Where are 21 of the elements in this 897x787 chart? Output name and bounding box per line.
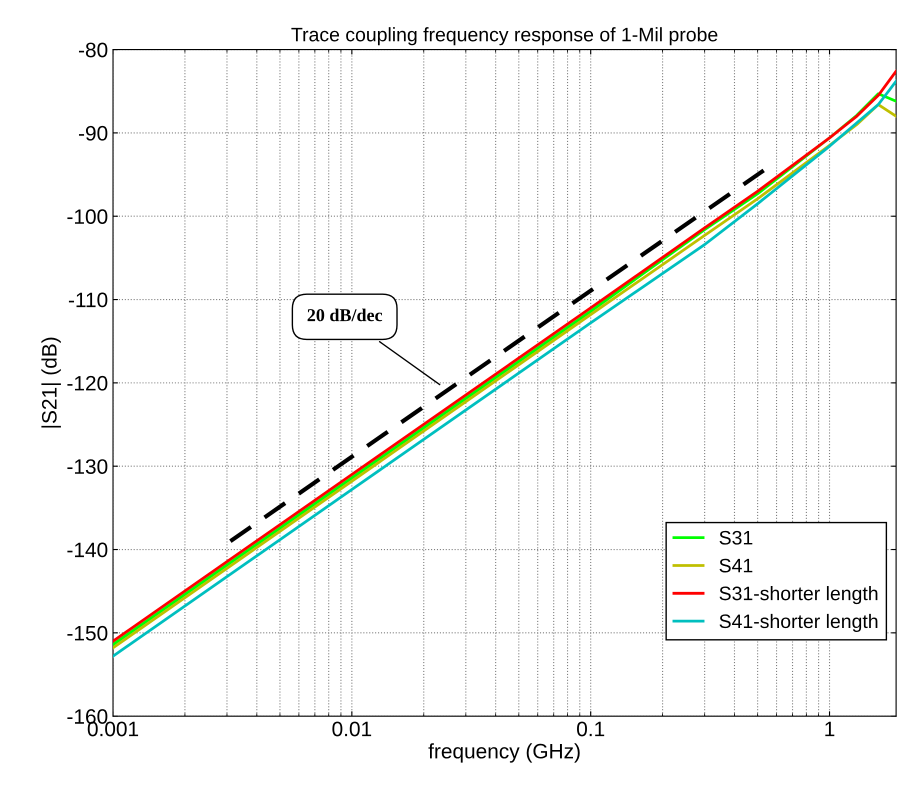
y-tick-label: -100 <box>67 209 108 224</box>
x-tick-label: 1 <box>825 722 834 736</box>
y-tick-label: -90 <box>78 126 108 141</box>
y-tick-label: -110 <box>68 292 108 308</box>
chart-title: Trace coupling frequency response of 1-Mil probe <box>291 27 718 46</box>
legend-label: S41 <box>720 558 752 572</box>
x-tick-label: 0.01 <box>332 722 372 736</box>
y-axis-title: |S21| (dB) <box>41 338 61 428</box>
annotation: 20 dB/dec <box>308 308 382 322</box>
y-tick-label: -150 <box>67 626 108 641</box>
y-tick-label: -140 <box>67 542 108 558</box>
x-tick-label: 0.1 <box>577 722 604 736</box>
y-tick-label: -160 <box>67 709 108 724</box>
x-axis-title: frequency (GHz) <box>428 743 580 763</box>
legend-label: S41-shorter length <box>720 614 878 632</box>
legend-label: S31 <box>720 530 752 545</box>
y-tick-label: -130 <box>67 459 108 474</box>
y-tick-label: -120 <box>67 376 108 391</box>
x-tick-label: 0.001 <box>88 722 138 736</box>
legend-label: S31-shorter length <box>720 586 878 604</box>
y-tick-label: -80 <box>78 42 108 58</box>
